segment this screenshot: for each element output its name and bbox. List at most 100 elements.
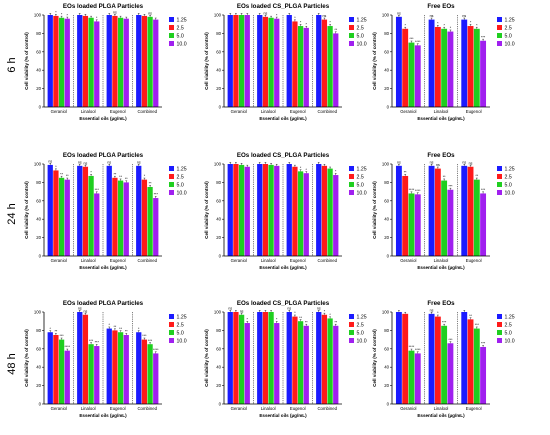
significance-label: **** [415, 40, 421, 44]
bar-2_5-linalool [82, 314, 89, 404]
legend-label: 5.0 [177, 33, 184, 39]
bar-2_5-eugenol [112, 330, 118, 404]
x-category-label: Combined [137, 109, 157, 114]
legend-swatch [169, 338, 174, 343]
bar-10_0-geraniol [64, 350, 70, 404]
significance-label: ** [125, 330, 128, 334]
bar-5_0-eugenol [297, 26, 304, 107]
significance-label: ** [469, 314, 472, 318]
y-tick-label: 0 [219, 105, 222, 110]
legend-label: 1.25 [177, 17, 187, 23]
bar-5_0-geraniol [408, 42, 415, 107]
bar-5_0-linalool [268, 164, 274, 256]
significance-label: * [437, 22, 439, 26]
significance-label: ns [287, 307, 291, 311]
bar-2_5-eugenol [467, 166, 474, 256]
x-category-label: Combined [317, 406, 337, 411]
significance-label: * [276, 13, 278, 17]
legend-label: 2.5 [505, 25, 512, 31]
bar-1_25-combined [136, 15, 142, 107]
x-category-label: Combined [317, 109, 337, 114]
significance-label: * [329, 21, 331, 25]
chart-title: Free EOs [427, 152, 455, 159]
x-axis-label: Essential oils (µg/mL) [79, 413, 127, 418]
legend-label: 5.0 [177, 182, 184, 188]
bar-5_0-eugenol [117, 180, 124, 256]
bar-5_0-geraniol [58, 17, 65, 107]
legend-swatch [497, 322, 502, 327]
bar-5_0-geraniol [238, 164, 245, 256]
legend-label: 1.25 [177, 166, 187, 172]
x-category-label: Geraniol [51, 406, 67, 411]
bar-1_25-geraniol [395, 16, 402, 108]
bar-2_5-geraniol [53, 15, 59, 108]
x-category-label: Linalool [434, 109, 449, 114]
legend-swatch [497, 338, 502, 343]
bar-10_0-geraniol [64, 18, 70, 107]
chart-24h-plga: EOs loaded PLGA Particles Cell viability … [24, 152, 187, 270]
legend-label: 10.0 [357, 190, 367, 196]
chart-6h-plga: EOs loaded PLGA Particles Cell viability … [24, 3, 187, 121]
y-tick-label: 100 [382, 162, 390, 167]
legend-label: 2.5 [177, 322, 184, 328]
y-axis-label: Cell viability (% of control) [24, 329, 29, 387]
bar-10_0-geraniol [244, 166, 250, 256]
bar-1_25-geraniol [47, 164, 53, 256]
bar-2_5-linalool [434, 316, 441, 404]
y-axis-label: Cell viability (% of control) [204, 32, 209, 90]
x-axis-label: Essential oils (µg/mL) [79, 265, 127, 270]
legend-label: 5.0 [357, 182, 364, 188]
significance-label: *** [481, 35, 486, 39]
significance-label: * [109, 323, 111, 327]
bar-2_5-eugenol [112, 15, 118, 108]
significance-label: **** [415, 189, 421, 193]
y-tick-label: 60 [216, 49, 221, 54]
y-tick-label: 40 [384, 217, 389, 222]
bar-5_0-combined [327, 168, 333, 256]
significance-label: * [300, 21, 302, 25]
legend-label: 1.25 [505, 314, 515, 320]
significance-label: ** [475, 174, 478, 178]
y-tick-label: 80 [216, 31, 221, 36]
y-tick-label: 100 [34, 13, 42, 18]
legend-swatch [169, 330, 174, 335]
bar-10_0-linalool [447, 343, 454, 404]
y-tick-label: 60 [216, 346, 221, 351]
significance-label: * [96, 16, 98, 20]
significance-label: ** [114, 325, 117, 329]
bar-2_5-geraniol [402, 175, 409, 256]
legend-swatch [497, 190, 502, 195]
chart-6h-cs-plga: EOs loaded CS_PLGA Particles Cell viabili… [204, 3, 367, 121]
bar-5_0-geraniol [408, 350, 415, 404]
bar-10_0-geraniol [244, 15, 250, 107]
significance-label: ** [119, 327, 122, 331]
bar-2_5-eugenol [292, 21, 298, 107]
bar-5_0-linalool [441, 180, 448, 256]
significance-label: * [294, 311, 296, 315]
y-tick-label: 0 [219, 402, 222, 407]
chart-24h-free: Free EOs Cell viability (% of control) 0 20… [372, 152, 515, 270]
x-category-label: Linalool [261, 258, 276, 263]
significance-label: * [67, 13, 69, 17]
significance-label: ns [430, 308, 434, 312]
significance-label: * [335, 170, 337, 174]
bar-1_25-linalool [428, 165, 435, 256]
bar-2_5-eugenol [112, 177, 118, 256]
significance-label: * [306, 22, 308, 26]
significance-label: *** [448, 338, 453, 342]
x-axis-label: Essential oils (µg/mL) [259, 265, 307, 270]
significance-label: ns [228, 307, 232, 311]
bar-5_0-combined [147, 187, 153, 256]
bar-1_25-geraniol [47, 15, 53, 107]
x-category-label: Linalool [261, 406, 276, 411]
significance-label: ns [78, 307, 82, 311]
legend-swatch [169, 41, 174, 46]
x-category-label: Linalool [81, 258, 96, 263]
bar-10_0-eugenol [303, 27, 309, 108]
x-category-label: Geraniol [231, 258, 247, 263]
significance-label: * [300, 166, 302, 170]
y-tick-label: 0 [39, 105, 42, 110]
bar-1_25-linalool [77, 165, 83, 256]
y-tick-label: 80 [216, 328, 221, 333]
significance-label: ns [84, 309, 88, 313]
